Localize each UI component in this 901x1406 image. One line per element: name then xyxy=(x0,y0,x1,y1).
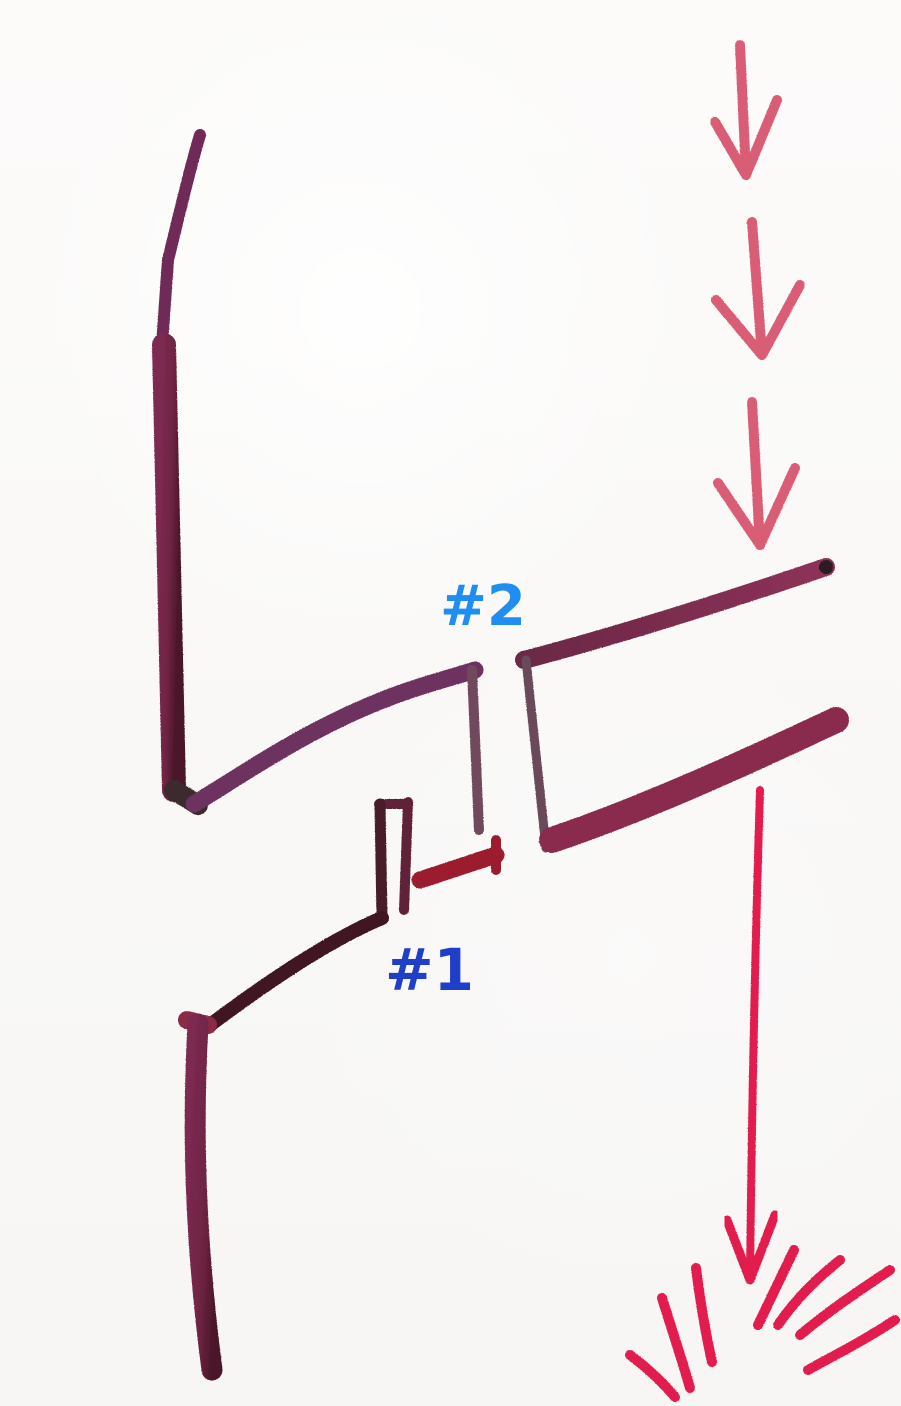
down-arrow-icon xyxy=(710,40,782,180)
incoming-arrows xyxy=(710,40,805,550)
down-arrow-icon xyxy=(713,397,800,550)
impact-burst-icon xyxy=(625,1245,900,1402)
label-two: #2 xyxy=(440,574,526,639)
down-arrow-icon xyxy=(711,217,805,360)
lower-left-wall xyxy=(178,797,413,1381)
right-channel-walls xyxy=(515,558,849,853)
label-one: #1 xyxy=(385,936,474,1004)
long-down-arrow-icon xyxy=(722,786,780,1285)
upper-left-wall xyxy=(152,129,505,889)
outgoing-arrow xyxy=(722,786,780,1285)
